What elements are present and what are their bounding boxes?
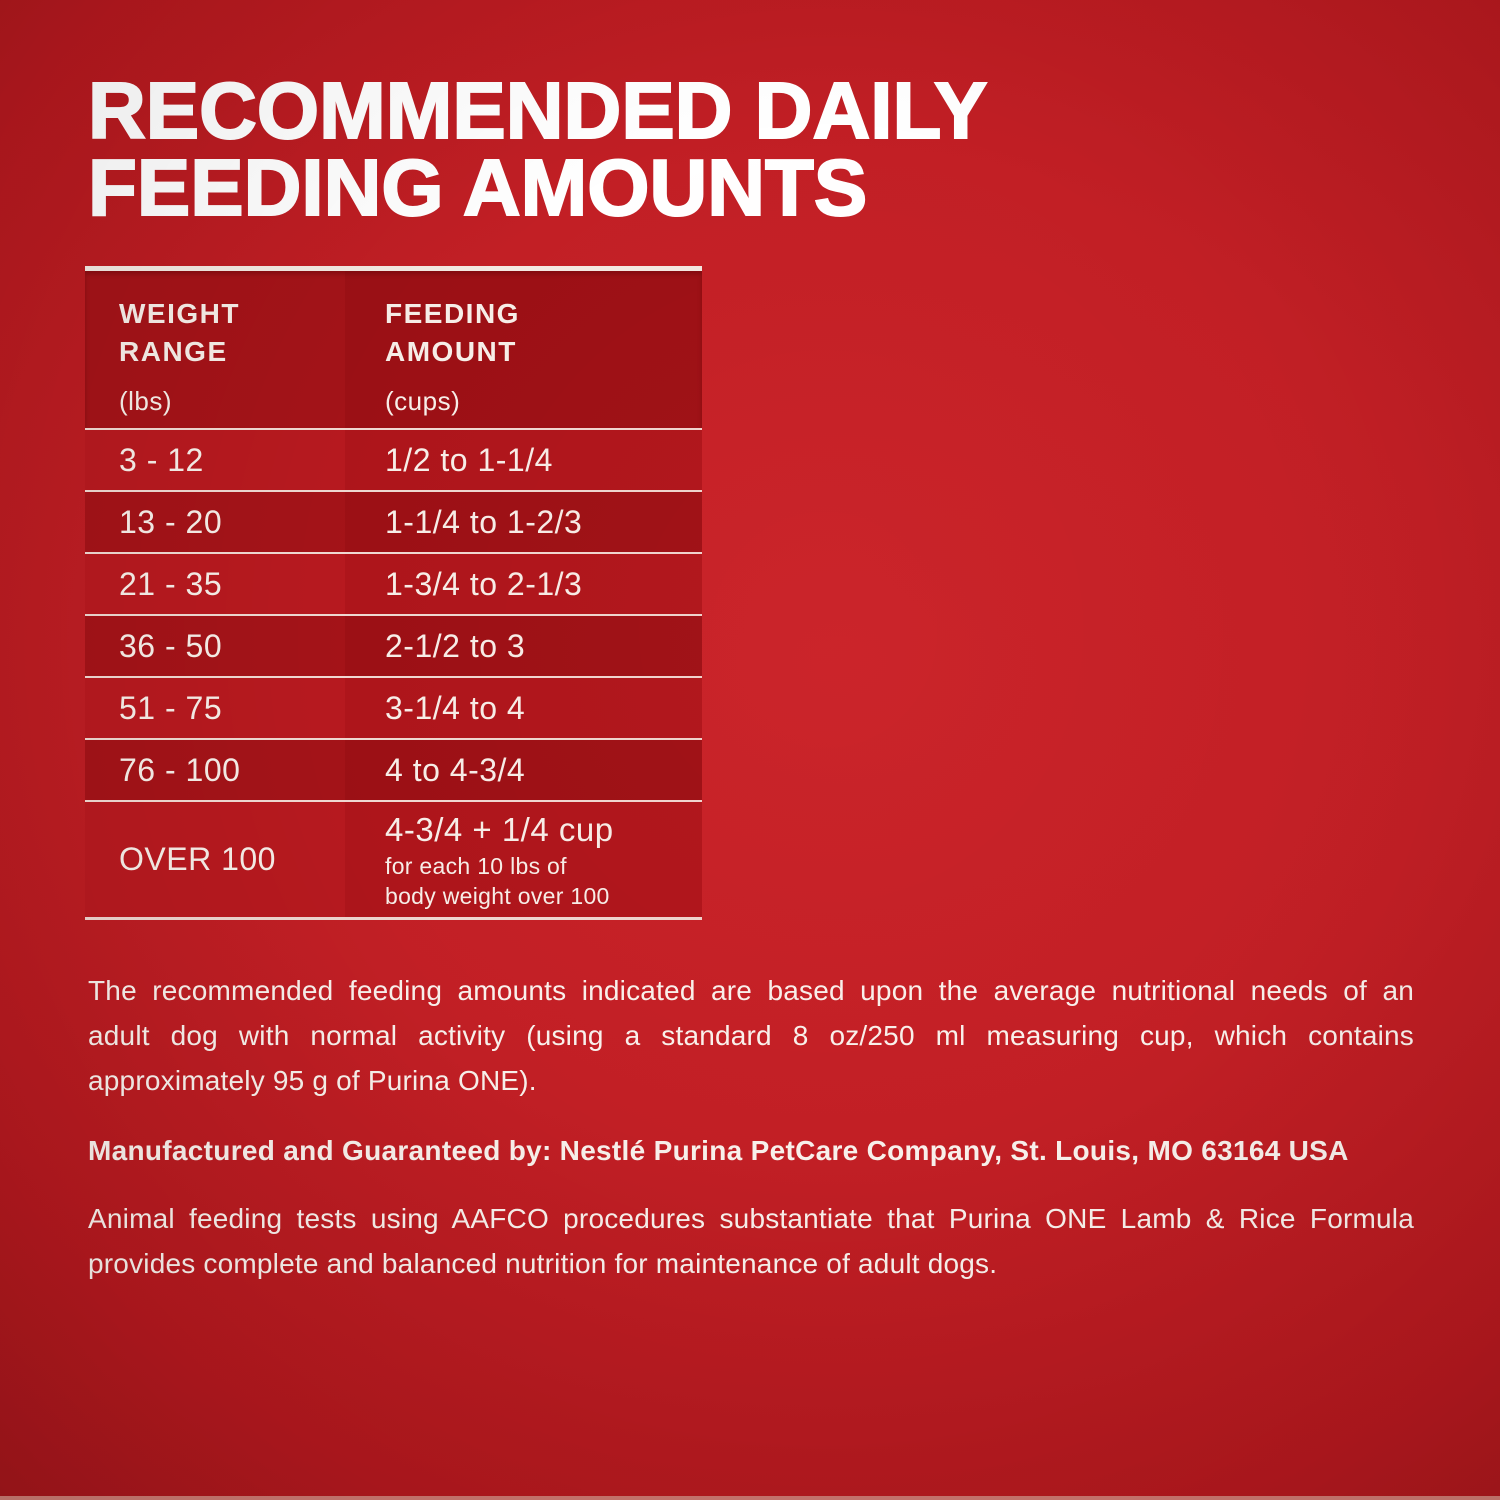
- aafco-line-1: Animal feeding tests using AAFCO procedu…: [88, 1203, 1414, 1234]
- weight-cell: 36 - 50: [119, 627, 223, 664]
- feeding-basis-line-2: adult dog with normal activity (using a …: [88, 1020, 1414, 1051]
- page-title: RECOMMENDED DAILY FEEDING AMOUNTS: [87, 66, 988, 232]
- amount-cell: 1/2 to 1-1/4: [385, 441, 553, 478]
- feeding-amount-header: FEEDING AMOUNT (cups): [345, 271, 702, 417]
- weight-cell: 13 - 20: [119, 503, 223, 540]
- weight-range-header: WEIGHT RANGE (lbs): [85, 271, 345, 417]
- table-row: 36 - 50 2-1/2 to 3: [85, 614, 702, 676]
- page-title-line-1: RECOMMENDED DAILY: [87, 66, 988, 155]
- amount-note-line-2: body weight over 100: [385, 882, 610, 909]
- amount-cell: 3-1/4 to 4: [385, 689, 526, 726]
- amount-value: 4-3/4 + 1/4 cup: [385, 810, 614, 848]
- aafco-line-2: provides complete and balanced nutrition…: [88, 1248, 998, 1279]
- amount-note-line-1: for each 10 lbs of: [385, 852, 567, 879]
- amount-cell: 4 to 4-3/4: [385, 751, 526, 788]
- weight-header-line-1: WEIGHT: [119, 298, 240, 329]
- aafco-statement: Animal feeding tests using AAFCO procedu…: [88, 1196, 1414, 1286]
- amount-cell: 4-3/4 + 1/4 cup for each 10 lbs of body …: [345, 809, 702, 911]
- weight-header-line-2: RANGE: [119, 336, 228, 367]
- table-row: 51 - 75 3-1/4 to 4: [85, 676, 702, 738]
- amount-header-line-1: FEEDING: [385, 298, 520, 329]
- table-row: 76 - 100 4 to 4-3/4: [85, 738, 702, 800]
- amount-cell: 2-1/2 to 3: [385, 627, 526, 664]
- bottom-edge-line: [0, 1496, 1500, 1500]
- weight-cell: 3 - 12: [119, 441, 204, 478]
- amount-cell: 1-1/4 to 1-2/3: [385, 503, 583, 540]
- manufacturer-line: Manufactured and Guaranteed by: Nestlé P…: [88, 1135, 1349, 1166]
- amount-header-line-2: AMOUNT: [385, 336, 517, 367]
- feeding-basis-note: The recommended feeding amounts indicate…: [88, 968, 1414, 1103]
- amount-cell: 1-3/4 to 2-1/3: [385, 565, 583, 602]
- page-title-line-2: FEEDING AMOUNTS: [87, 143, 868, 232]
- weight-cell: OVER 100: [119, 841, 276, 877]
- table-row: OVER 100 4-3/4 + 1/4 cup for each 10 lbs…: [85, 800, 702, 917]
- manufacturer-statement: Manufactured and Guaranteed by: Nestlé P…: [88, 1128, 1414, 1173]
- weight-cell: 76 - 100: [119, 751, 241, 788]
- feeding-basis-line-1: The recommended feeding amounts indicate…: [88, 975, 1414, 1006]
- table-row: 21 - 35 1-3/4 to 2-1/3: [85, 552, 702, 614]
- feeding-basis-line-3: approximately 95 g of Purina ONE).: [88, 1065, 537, 1096]
- table-row: 13 - 20 1-1/4 to 1-2/3: [85, 490, 702, 552]
- table-header-row: WEIGHT RANGE (lbs) FEEDING AMOUNT (cups): [85, 271, 702, 428]
- weight-cell: 21 - 35: [119, 565, 223, 602]
- weight-unit-label: (lbs): [119, 386, 173, 416]
- table-row: 3 - 12 1/2 to 1-1/4: [85, 428, 702, 490]
- amount-unit-label: (cups): [385, 386, 461, 416]
- feeding-table: WEIGHT RANGE (lbs) FEEDING AMOUNT (cups)…: [85, 266, 702, 920]
- weight-cell: 51 - 75: [119, 689, 223, 726]
